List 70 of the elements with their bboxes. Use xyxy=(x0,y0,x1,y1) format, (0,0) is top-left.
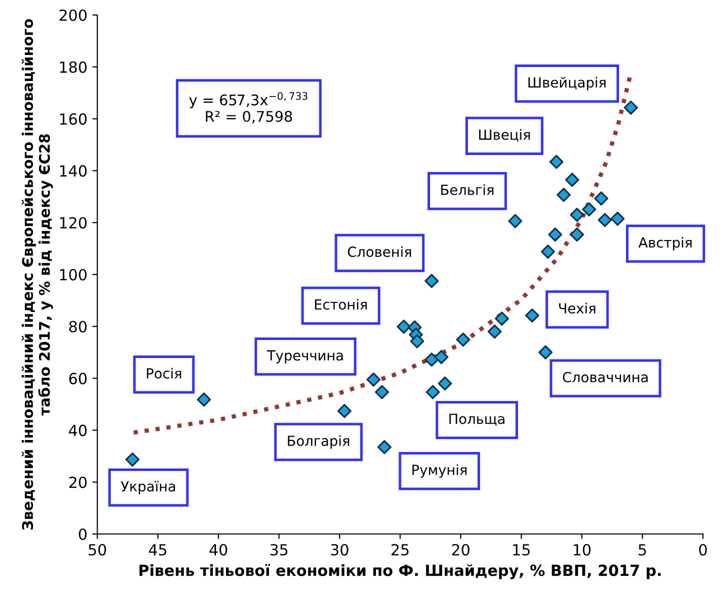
y-tick-label: 140 xyxy=(60,165,87,177)
point xyxy=(424,352,439,367)
point xyxy=(624,100,638,115)
point xyxy=(570,208,584,222)
point xyxy=(549,154,564,169)
annotation: Словаччина xyxy=(562,372,648,382)
point xyxy=(377,440,392,454)
annotation: Польща xyxy=(449,414,504,426)
x-tick-label: 10 xyxy=(574,544,591,556)
point xyxy=(426,385,440,400)
point xyxy=(434,350,448,364)
x-tick-label: 40 xyxy=(209,544,228,556)
point xyxy=(556,188,571,202)
x-tick-label: 0 xyxy=(699,544,707,556)
point xyxy=(374,385,390,400)
point xyxy=(424,274,439,288)
point xyxy=(610,212,625,226)
annotation: Швейцарія xyxy=(528,76,606,90)
annotation: Чехія xyxy=(559,302,596,314)
point xyxy=(125,452,140,467)
point xyxy=(456,332,470,347)
annotation: Бельгія xyxy=(441,184,494,196)
point xyxy=(337,404,352,418)
point xyxy=(570,227,584,242)
point xyxy=(598,212,612,228)
x-axis-title: Рівень тіньової економіки по Ф. Шнайдеру, % ВВП, 2017 р. xyxy=(139,564,661,580)
y-tick-label: 40 xyxy=(68,424,87,436)
point xyxy=(594,191,608,206)
x-tick-label: 20 xyxy=(452,544,470,556)
y-tick-label: 100 xyxy=(60,268,87,281)
point xyxy=(494,312,509,326)
y-tick-label: 200 xyxy=(60,9,87,22)
y-tick-label: 160 xyxy=(60,113,87,125)
point xyxy=(396,320,411,334)
annotation: y = 657,3x$^{−0,733}$ R² = 0,7598 xyxy=(189,92,308,124)
x-tick-label: 5 xyxy=(638,544,646,556)
point xyxy=(538,345,553,360)
x-tick-label: 50 xyxy=(88,544,106,556)
y-tick-label: 60 xyxy=(69,372,87,384)
x-tick-label: 15 xyxy=(513,544,530,556)
annotation: Болгарія xyxy=(288,435,350,449)
y-tick-label: 0 xyxy=(78,528,87,540)
annotation: Росія xyxy=(146,368,182,379)
point xyxy=(410,334,424,348)
y-tick-label: 180 xyxy=(60,61,87,73)
point xyxy=(438,376,452,391)
point xyxy=(548,227,562,242)
x-tick-label: 35 xyxy=(270,544,288,556)
annotation: Австрія xyxy=(638,236,692,250)
x-tick-label: 45 xyxy=(148,544,166,556)
point xyxy=(488,324,502,339)
point xyxy=(582,202,596,216)
annotation: Україна xyxy=(120,480,176,494)
annotation: Румунія xyxy=(412,464,467,478)
annotation: Швеція xyxy=(479,129,530,142)
annotation: Словенія xyxy=(348,246,412,258)
point xyxy=(525,308,540,323)
point xyxy=(540,244,555,259)
annotation: Туреччина xyxy=(266,350,343,364)
annotation: Естонія xyxy=(315,298,367,310)
y-tick-label: 80 xyxy=(69,320,87,332)
x-tick-label: 25 xyxy=(392,544,409,556)
point xyxy=(366,372,381,387)
point xyxy=(508,214,522,228)
x-tick-label: 30 xyxy=(331,544,348,556)
y-tick-label: 120 xyxy=(60,217,87,229)
point xyxy=(196,392,211,407)
y-tick-label: 20 xyxy=(69,476,87,488)
y-axis-title: Зведений інноваційний індекс Європейського інноваційного табло 2017, у % від індексу ЄС28 xyxy=(22,19,53,530)
point xyxy=(565,172,580,187)
